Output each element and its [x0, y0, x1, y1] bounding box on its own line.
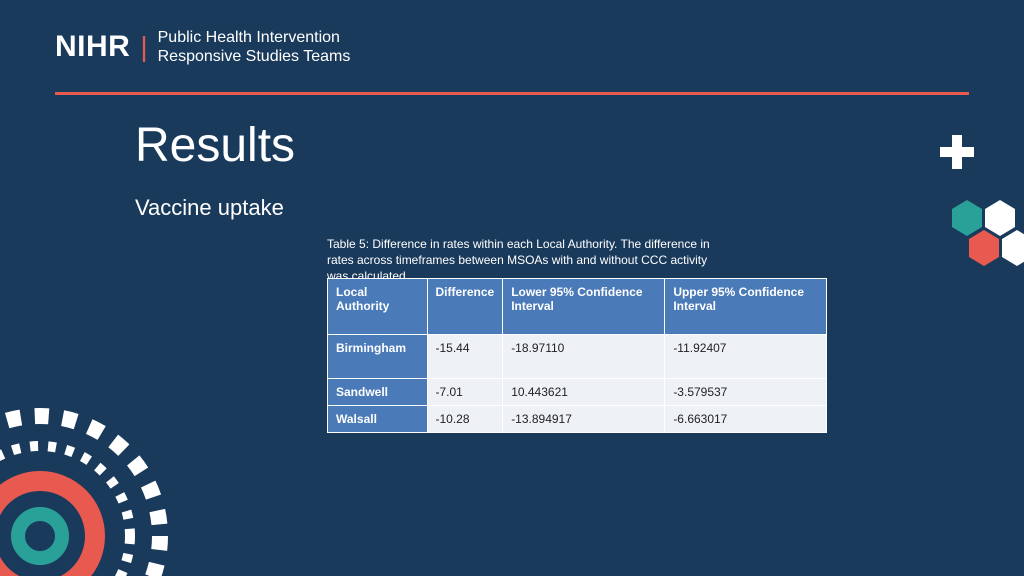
table-row: Walsall -10.28 -13.894917 -6.663017 — [328, 406, 827, 433]
table-header-row: Local Authority Difference Lower 95% Con… — [328, 279, 827, 335]
circle-motif-icon — [0, 396, 180, 576]
cell-authority: Sandwell — [328, 379, 428, 406]
table-row: Birmingham -15.44 -18.97110 -11.92407 — [328, 335, 827, 379]
logo-subtitle: Public Health Intervention Responsive St… — [158, 28, 351, 66]
cell-diff: -10.28 — [427, 406, 503, 433]
header-divider-line — [55, 92, 969, 95]
table-row: Sandwell -7.01 10.443621 -3.579537 — [328, 379, 827, 406]
cell-upper: -6.663017 — [665, 406, 827, 433]
col-local-authority: Local Authority — [328, 279, 428, 335]
hexagon-cluster-icon — [942, 200, 1024, 280]
cell-diff: -15.44 — [427, 335, 503, 379]
logo-sub-line1: Public Health Intervention — [158, 28, 351, 47]
cell-lower: -18.97110 — [503, 335, 665, 379]
cell-lower: 10.443621 — [503, 379, 665, 406]
col-lower-ci: Lower 95% Confidence Interval — [503, 279, 665, 335]
results-table: Local Authority Difference Lower 95% Con… — [327, 278, 827, 433]
cell-authority: Birmingham — [328, 335, 428, 379]
cell-lower: -13.894917 — [503, 406, 665, 433]
logo-sub-line2: Responsive Studies Teams — [158, 47, 351, 66]
col-upper-ci: Upper 95% Confidence Interval — [665, 279, 827, 335]
cell-authority: Walsall — [328, 406, 428, 433]
page-title: Results — [135, 118, 295, 173]
logo-divider-bar: | — [140, 33, 147, 61]
col-difference: Difference — [427, 279, 503, 335]
cell-upper: -3.579537 — [665, 379, 827, 406]
plus-icon — [940, 135, 974, 169]
logo-main: NIHR — [55, 30, 130, 64]
cell-upper: -11.92407 — [665, 335, 827, 379]
page-subtitle: Vaccine uptake — [135, 195, 284, 221]
cell-diff: -7.01 — [427, 379, 503, 406]
header: NIHR | Public Health Intervention Respon… — [55, 28, 350, 66]
